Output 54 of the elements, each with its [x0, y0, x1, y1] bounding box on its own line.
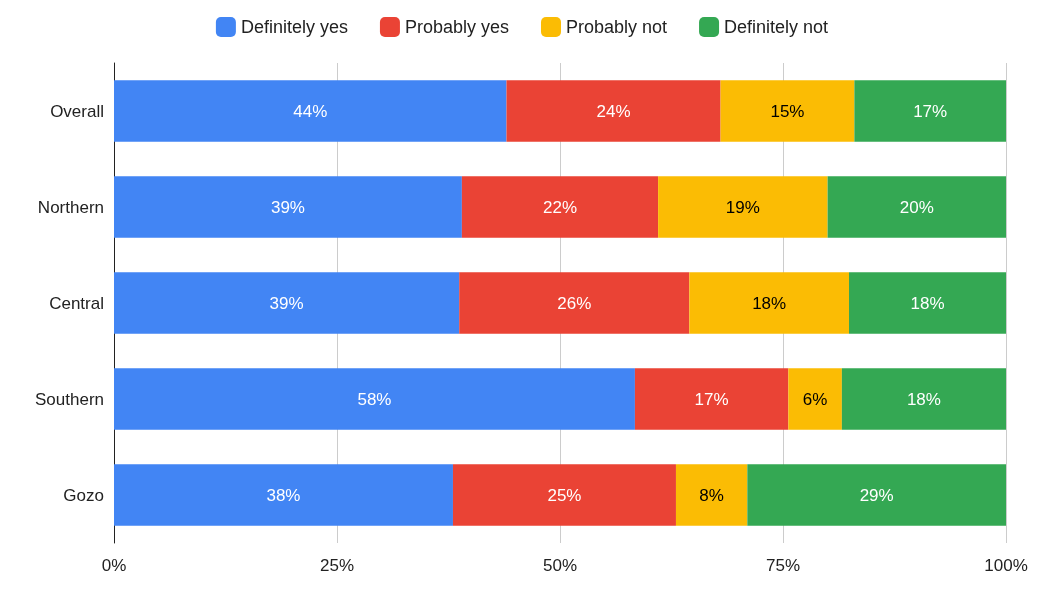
- bar: [747, 464, 1006, 526]
- y-tick-label: Gozo: [63, 485, 104, 505]
- data-label: 25%: [547, 485, 582, 505]
- legend-label: Probably yes: [404, 17, 509, 37]
- bar: [827, 176, 1006, 238]
- bar: [452, 464, 676, 526]
- y-tick-label: Central: [49, 293, 104, 313]
- legend-label: Probably not: [565, 17, 668, 37]
- data-label: 39%: [269, 293, 304, 313]
- bar: [114, 368, 635, 430]
- data-label: 8%: [699, 485, 724, 505]
- legend-label: Definitely not: [724, 17, 829, 37]
- data-label: 39%: [270, 197, 305, 217]
- x-tick-label: 100%: [984, 556, 1028, 575]
- data-label: 19%: [725, 197, 760, 217]
- bar: [849, 272, 1006, 334]
- x-tick-label: 50%: [542, 556, 578, 575]
- data-label: 18%: [752, 293, 787, 313]
- data-label: 58%: [357, 389, 392, 409]
- data-label: 44%: [293, 101, 328, 121]
- data-label: 24%: [596, 101, 631, 121]
- y-tick-label: Southern: [35, 389, 104, 409]
- bar: [675, 464, 748, 526]
- x-tick-label: 75%: [765, 556, 801, 575]
- bar: [841, 368, 1006, 430]
- bar: [658, 176, 828, 238]
- data-label: 15%: [770, 101, 805, 121]
- bar: [114, 272, 460, 334]
- data-label: 17%: [694, 389, 729, 409]
- data-label: 18%: [910, 293, 945, 313]
- x-tick-label: 25%: [319, 556, 355, 575]
- y-tick-label: Northern: [37, 197, 104, 217]
- data-label: 18%: [906, 389, 941, 409]
- bar: [114, 80, 507, 142]
- bar: [459, 272, 690, 334]
- data-label: 38%: [266, 485, 301, 505]
- legend-label: Definitely yes: [240, 17, 348, 37]
- y-tick-label: Overall: [50, 101, 104, 121]
- bar: [720, 80, 855, 142]
- bar: [634, 368, 789, 430]
- data-label: 6%: [802, 389, 828, 409]
- bar: [854, 80, 1006, 142]
- bar: [461, 176, 659, 238]
- bar: [114, 464, 453, 526]
- bar: [689, 272, 850, 334]
- data-label: 22%: [542, 197, 578, 217]
- x-tick-label: 0%: [101, 556, 127, 575]
- data-label: 26%: [557, 293, 592, 313]
- bar: [114, 176, 462, 238]
- data-label: 29%: [859, 485, 894, 505]
- data-label: 17%: [913, 101, 948, 121]
- bar: [506, 80, 721, 142]
- bar: [788, 368, 842, 430]
- data-label: 20%: [899, 197, 934, 217]
